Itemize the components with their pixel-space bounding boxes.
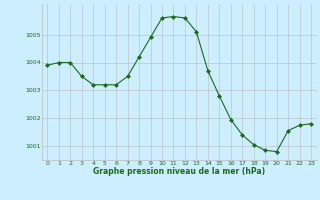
X-axis label: Graphe pression niveau de la mer (hPa): Graphe pression niveau de la mer (hPa) [93, 167, 265, 176]
